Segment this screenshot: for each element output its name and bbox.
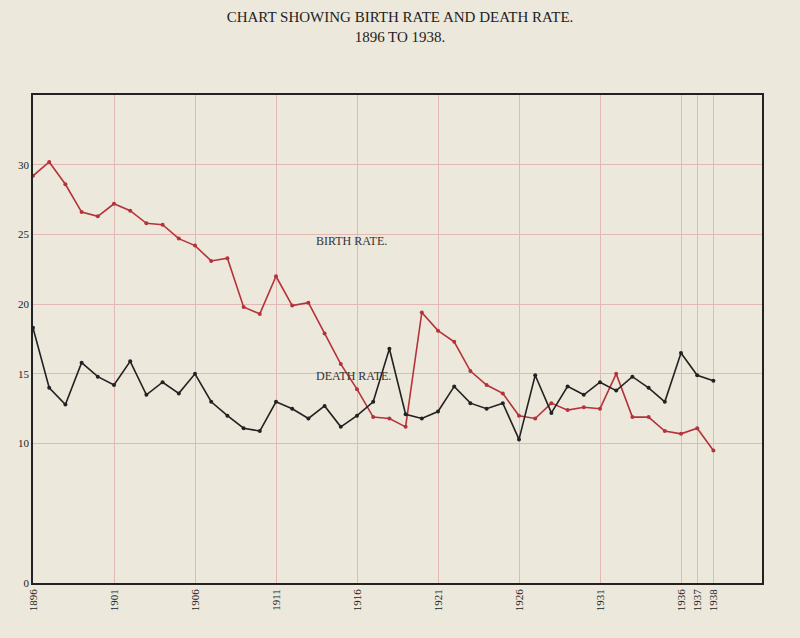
svg-text:1906: 1906 [189,589,201,612]
svg-text:1916: 1916 [351,589,363,612]
svg-text:1937: 1937 [691,589,703,612]
svg-text:1938: 1938 [707,589,719,612]
svg-text:1936: 1936 [675,589,687,612]
svg-text:1896: 1896 [27,589,39,612]
svg-text:30: 30 [18,159,30,171]
svg-text:25: 25 [18,228,30,240]
svg-text:1926: 1926 [513,589,525,612]
svg-text:1901: 1901 [108,589,120,611]
svg-text:1911: 1911 [270,589,282,611]
svg-text:1921: 1921 [432,589,444,611]
svg-text:CHART SHOWING BIRTH RATE AND D: CHART SHOWING BIRTH RATE AND DEATH RATE.… [227,9,574,45]
svg-text:15: 15 [18,368,30,380]
svg-text:0: 0 [24,577,30,589]
svg-text:1931: 1931 [594,589,606,611]
svg-text:20: 20 [18,298,30,310]
svg-text:DEATH RATE.: DEATH RATE. [316,369,391,383]
svg-text:10: 10 [18,437,30,449]
svg-text:BIRTH RATE.: BIRTH RATE. [316,234,387,248]
